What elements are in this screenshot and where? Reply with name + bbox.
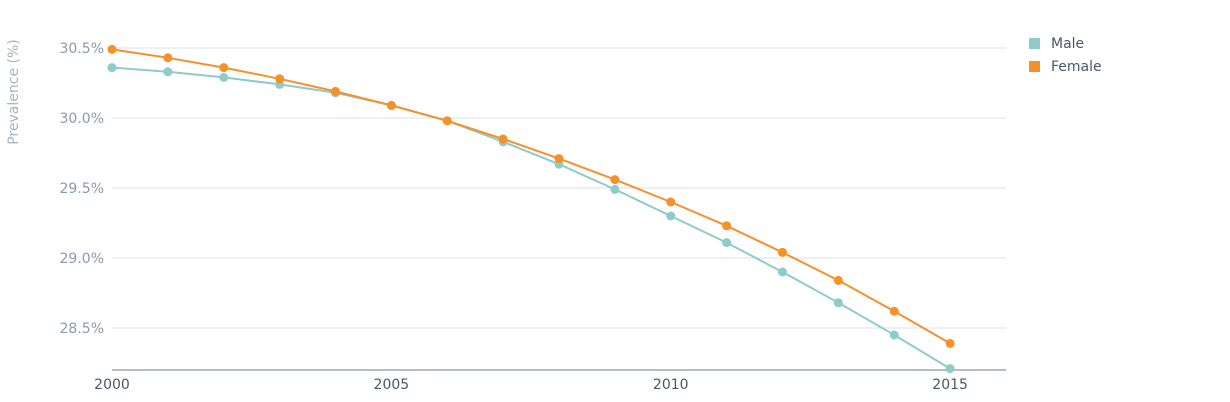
data-point [833,298,843,308]
y-tick-label: 28.5% [60,321,104,337]
y-tick-label: 29.5% [60,181,104,197]
data-point [498,134,508,144]
data-point [945,364,955,374]
x-tick-label: 2015 [932,377,968,393]
y-axis-ticks: 28.5% 29.0% 29.5% 30.0% 30.5% [60,41,104,337]
legend-item-male: Male [1029,36,1084,52]
legend: Male Female [1029,36,1102,75]
legend-swatch [1029,61,1040,72]
data-point [331,86,340,96]
legend-item-female: Female [1029,59,1102,75]
data-point [107,44,117,54]
data-point [386,100,396,110]
data-point [610,175,620,185]
legend-label: Female [1051,59,1102,75]
series-line-female [111,48,951,345]
y-tick-label: 30.0% [60,111,104,127]
data-point [889,306,899,316]
x-tick-label: 2010 [653,377,689,393]
data-point [778,267,787,277]
y-axis-title: Prevalence (%) [6,39,22,145]
data-point [833,275,843,285]
data-point [889,330,899,340]
data-point [219,63,229,73]
data-point [722,221,732,231]
data-point [722,238,732,248]
data-point [163,67,173,77]
series-lines [107,44,955,374]
data-point [219,72,229,82]
data-point [610,184,620,194]
data-point [554,154,564,164]
legend-swatch [1029,38,1040,49]
data-point [666,197,676,207]
y-tick-label: 30.5% [60,41,104,57]
gridlines [112,47,1006,371]
data-point [666,211,676,221]
x-tick-label: 2000 [94,377,130,393]
series-line-male [111,66,951,370]
x-axis-ticks: 2000 2005 2010 2015 [94,377,968,393]
data-point [945,338,955,348]
data-point [163,53,173,63]
data-point [442,116,452,126]
data-point [275,74,285,84]
series-male [107,63,955,374]
data-point [107,63,117,73]
data-point [778,247,787,257]
y-tick-label: 29.0% [60,251,104,267]
legend-label: Male [1051,36,1084,52]
series-female [107,44,955,348]
x-tick-label: 2005 [374,377,410,393]
